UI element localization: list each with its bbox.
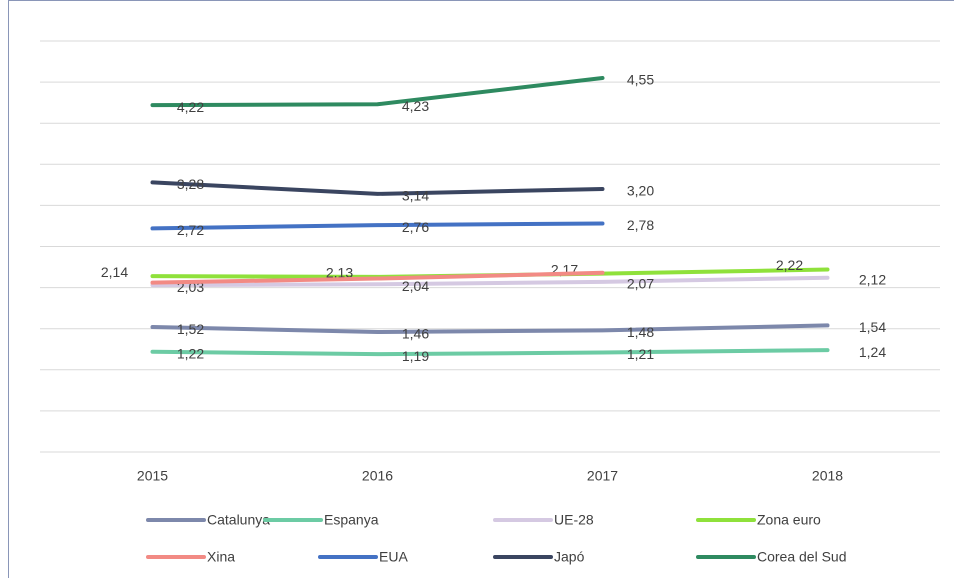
data-label: 1,52 xyxy=(177,321,204,337)
series-line xyxy=(153,223,603,228)
legend-label: Xina xyxy=(207,549,235,565)
data-label: 1,48 xyxy=(627,324,654,340)
data-label: 4,55 xyxy=(627,72,654,88)
data-label: 2,72 xyxy=(177,222,204,238)
data-label: 2,76 xyxy=(402,219,429,235)
legend-label: Japó xyxy=(554,549,585,565)
frame xyxy=(9,1,954,579)
data-label: 3,28 xyxy=(177,176,204,192)
series-line xyxy=(153,182,603,194)
legend-label: EUA xyxy=(379,549,408,565)
x-tick-label: 2015 xyxy=(137,468,168,484)
data-label: 3,14 xyxy=(402,188,429,204)
x-tick-label: 2017 xyxy=(587,468,618,484)
data-label: 4,22 xyxy=(177,99,204,115)
data-label: 1,24 xyxy=(859,344,886,360)
legend-label: Corea del Sud xyxy=(757,549,847,565)
data-label: 1,19 xyxy=(402,348,429,364)
data-label: 3,20 xyxy=(627,183,654,199)
data-label: 1,21 xyxy=(627,346,654,362)
data-label: 1,54 xyxy=(859,319,886,335)
x-tick-label: 2016 xyxy=(362,468,393,484)
legend-label: Espanya xyxy=(324,512,379,528)
legend-label: UE-28 xyxy=(554,512,594,528)
data-label: 1,46 xyxy=(402,326,429,342)
data-label: 4,23 xyxy=(402,98,429,114)
data-label: 2,78 xyxy=(627,217,654,233)
data-label: 2,07 xyxy=(627,276,654,292)
data-label: 2,22 xyxy=(776,257,803,273)
legend-label: Catalunya xyxy=(207,512,270,528)
data-label: 2,04 xyxy=(402,278,429,294)
data-label: 1,22 xyxy=(177,345,204,361)
x-tick-label: 2018 xyxy=(812,468,843,484)
legend-label: Zona euro xyxy=(757,512,821,528)
data-label: 2,12 xyxy=(859,271,886,287)
series-line xyxy=(153,350,828,354)
data-label: 2,14 xyxy=(101,264,128,280)
